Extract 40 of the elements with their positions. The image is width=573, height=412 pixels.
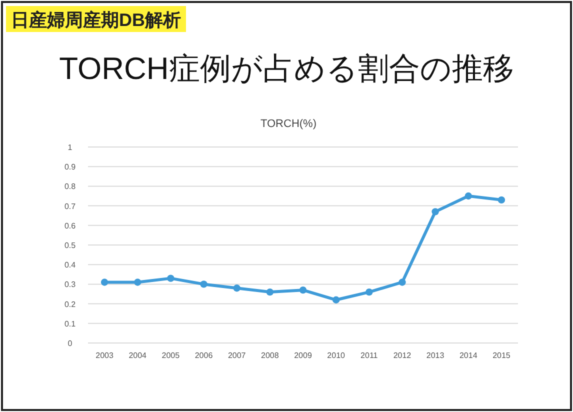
y-tick-label: 0.9 [64, 162, 76, 172]
y-tick-label: 0.3 [64, 280, 76, 290]
y-tick-label: 0.2 [64, 300, 76, 309]
y-tick-label: 0.4 [64, 260, 76, 270]
point [432, 208, 439, 216]
x-tick-label: 2004 [128, 351, 148, 360]
x-tick-label: 2010 [327, 351, 346, 360]
point [233, 284, 240, 292]
x-tick-label: 2009 [294, 351, 312, 360]
point [134, 278, 142, 286]
x-tick-label: 2012 [393, 351, 412, 360]
y-tick-label: 0 [68, 339, 73, 348]
point [366, 288, 373, 296]
x-tick-label: 2015 [492, 351, 511, 360]
x-tick-label: 2014 [459, 351, 478, 360]
point [266, 288, 274, 296]
y-tick-label: 0.6 [64, 221, 76, 230]
y-tick-label: 0.8 [64, 182, 76, 192]
x-tick-label: 2003 [96, 351, 114, 360]
y-tick-label: 1 [68, 143, 73, 152]
point [200, 280, 208, 288]
x-tick-label: 2011 [360, 351, 378, 360]
point [100, 278, 108, 286]
point [398, 278, 406, 286]
x-tick-label: 2007 [228, 351, 246, 360]
y-tick-label: 0.5 [64, 241, 76, 250]
y-tick-label: 0.7 [64, 202, 76, 211]
point [464, 192, 472, 200]
x-tick-label: 2013 [426, 351, 445, 360]
y-tick-label: 0.1 [64, 319, 76, 328]
point [498, 196, 506, 204]
x-tick-label: 2005 [162, 351, 180, 360]
x-tick-label: 2006 [194, 351, 214, 360]
point [167, 274, 174, 282]
point [299, 286, 307, 294]
point [332, 296, 340, 304]
chart-title: TORCH症例が占める割合の推移 [59, 51, 514, 86]
chart-subtitle: TORCH(%) [260, 118, 317, 130]
text: 日産婦周産期DB解析 [11, 10, 181, 30]
x-tick-label: 2008 [261, 351, 280, 360]
